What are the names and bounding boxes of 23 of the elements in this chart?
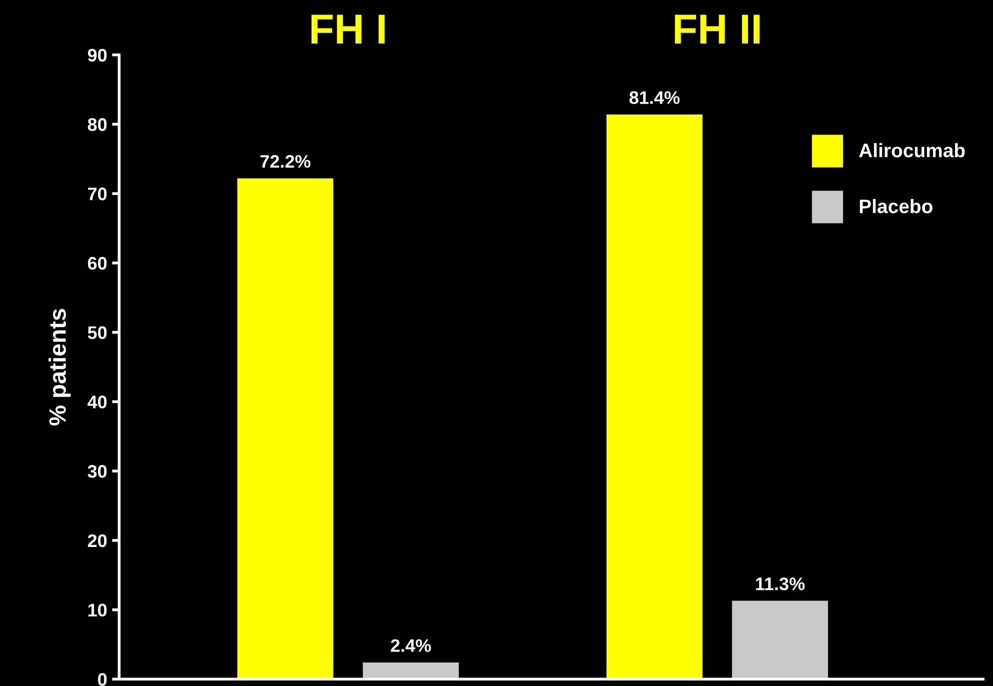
x-tick-label: FH II xyxy=(674,14,760,44)
legend-label: Alirocumab xyxy=(859,143,965,158)
y-tick-label: 70 xyxy=(88,188,107,200)
y-tick-label: 0 xyxy=(98,673,107,686)
data-label: 72.2% xyxy=(260,155,310,168)
x-tick-label: FH I xyxy=(312,14,385,44)
bar xyxy=(606,114,702,680)
legend-label: Placebo xyxy=(860,198,932,214)
y-tick-label: 50 xyxy=(88,326,107,340)
y-axis-title: % patients xyxy=(48,308,71,426)
y-tick-label: 60 xyxy=(88,256,107,270)
data-label: 81.4% xyxy=(629,91,680,104)
data-label: 11.3% xyxy=(756,577,805,590)
bar xyxy=(732,600,828,680)
y-tick-label: 40 xyxy=(88,396,107,408)
y-tick-label: 10 xyxy=(88,604,107,616)
bar xyxy=(362,662,459,680)
y-tick-label: 90 xyxy=(88,48,107,62)
y-tick-label: 80 xyxy=(88,118,107,131)
bar xyxy=(237,178,334,680)
y-tick-label: 30 xyxy=(88,464,107,478)
y-tick-label: 20 xyxy=(88,534,107,548)
data-label: 2.4% xyxy=(390,639,431,652)
